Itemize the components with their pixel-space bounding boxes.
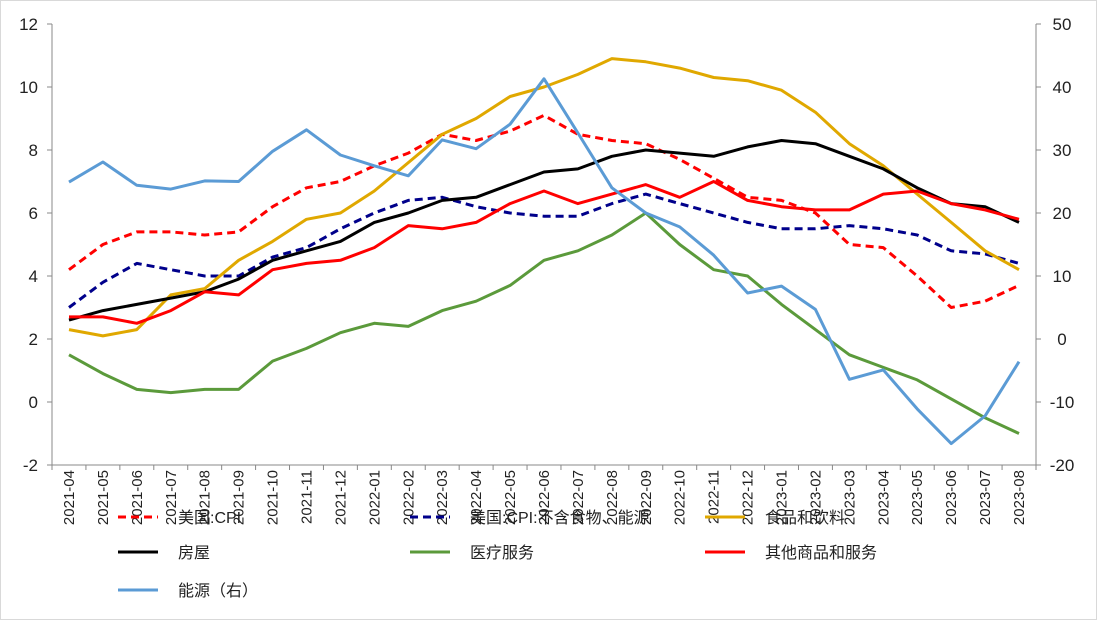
right-tick-label: 40 (1053, 78, 1072, 97)
left-tick-label: 0 (29, 393, 38, 412)
x-tick-label: 2023-08 (1011, 470, 1028, 525)
series-line (68, 211, 1020, 435)
x-tick-label: 2022-06 (536, 470, 553, 525)
legend-label: 美国:CPI (178, 509, 241, 527)
right-tick-label: 10 (1053, 267, 1072, 286)
x-tick-label: 2021-12 (332, 470, 349, 525)
series-line (68, 139, 1020, 322)
x-tick-label: 2021-08 (197, 470, 214, 525)
x-tick-label: 2022-10 (672, 470, 689, 525)
series-line (68, 113, 1020, 309)
x-tick-label: 2022-12 (740, 470, 757, 525)
legend-label: 美国:CPI:不含食物、能源 (470, 509, 650, 527)
x-tick-label: 2022-01 (366, 470, 383, 525)
x-tick-label: 2022-08 (604, 470, 621, 525)
left-tick-label: 8 (29, 141, 38, 160)
series-line (68, 192, 1020, 309)
right-tick-label: -20 (1050, 456, 1075, 475)
x-tick-label: 2021-04 (61, 470, 78, 525)
legend-label: 能源（右） (178, 582, 258, 600)
legend-label: 医疗服务 (470, 544, 534, 562)
legend-label: 房屋 (178, 544, 210, 562)
x-tick-label: 2022-11 (706, 470, 723, 524)
left-tick-label: -2 (23, 456, 38, 475)
legend-label: 其他商品和服务 (765, 544, 877, 562)
x-tick-label: 2023-06 (943, 470, 960, 525)
left-tick-label: 12 (19, 15, 38, 34)
x-tick-label: 2023-05 (909, 470, 926, 525)
x-tick-label: 2021-10 (265, 470, 282, 525)
x-tick-label: 2023-07 (977, 470, 994, 525)
right-tick-label: 20 (1053, 204, 1072, 223)
right-tick-label: 30 (1053, 141, 1072, 160)
x-tick-label: 2021-07 (163, 470, 180, 525)
x-tick-label: 2022-09 (638, 470, 655, 525)
x-tick-label: 2021-11 (298, 470, 315, 524)
right-tick-label: -10 (1050, 393, 1075, 412)
x-tick-label: 2022-07 (570, 470, 587, 525)
x-tick-label: 2022-05 (502, 470, 519, 525)
right-tick-label: 0 (1057, 330, 1066, 349)
legend-label: 食品和饮料 (765, 509, 845, 527)
x-tick-label: 2021-09 (231, 470, 248, 525)
series-line (68, 57, 1020, 338)
left-tick-label: 10 (19, 78, 38, 97)
series-line (68, 77, 1021, 446)
x-tick-label: 2022-04 (468, 470, 485, 525)
x-tick-label: 2023-02 (807, 470, 824, 525)
left-tick-label: 6 (29, 204, 38, 223)
x-tick-label: 2023-03 (841, 470, 858, 525)
left-tick-label: 4 (29, 267, 38, 286)
x-tick-label: 2021-06 (129, 470, 146, 525)
series-line (69, 180, 1020, 325)
x-tick-label: 2022-03 (434, 470, 451, 525)
left-tick-label: 2 (29, 330, 38, 349)
x-tick-label: 2021-05 (95, 470, 112, 525)
x-tick-label: 2022-02 (400, 470, 417, 525)
right-tick-label: 50 (1053, 15, 1072, 34)
x-tick-label: 2023-01 (774, 470, 791, 525)
x-tick-label: 2023-04 (875, 470, 892, 525)
